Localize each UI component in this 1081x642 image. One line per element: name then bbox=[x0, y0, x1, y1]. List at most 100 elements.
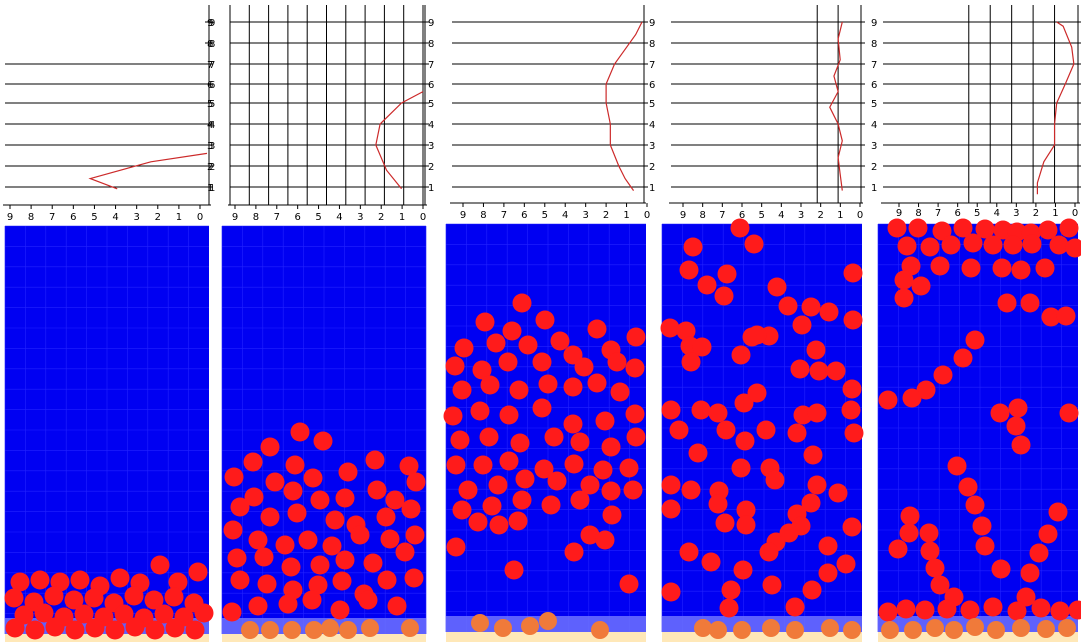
particle bbox=[185, 620, 205, 640]
particle bbox=[762, 575, 782, 595]
y-tick-label: 2 bbox=[871, 162, 877, 173]
particle bbox=[920, 541, 940, 561]
x-tick-label: 2 bbox=[817, 210, 823, 221]
floor-base bbox=[446, 632, 646, 642]
particle bbox=[401, 499, 421, 519]
particle bbox=[801, 493, 821, 513]
particle bbox=[332, 571, 352, 591]
x-tick-label: 8 bbox=[253, 212, 259, 223]
particle bbox=[595, 411, 615, 431]
panel: 1 2 3 4 5 6 7 8 9 9 8 7 6 5 4 3 2 1 0 bbox=[649, 5, 865, 642]
y-tick-label: 5 bbox=[207, 99, 213, 110]
x-tick-label: 9 bbox=[680, 210, 686, 221]
y-tick-label: 8 bbox=[209, 39, 215, 50]
x-tick-label: 1 bbox=[623, 210, 629, 221]
particle bbox=[975, 219, 995, 239]
particle bbox=[932, 221, 952, 241]
particle bbox=[376, 507, 396, 527]
profile-curve bbox=[1036, 21, 1075, 195]
particle bbox=[801, 297, 821, 317]
x-tick-label: 7 bbox=[935, 208, 941, 219]
x-tick-label: 5 bbox=[974, 208, 980, 219]
panel: 1 2 3 4 5 6 7 8 9 9 8 7 6 5 4 3 2 1 0 bbox=[3, 5, 214, 642]
x-tick-label: 1 bbox=[399, 212, 405, 223]
particle bbox=[534, 459, 554, 479]
particle bbox=[836, 554, 856, 574]
particle bbox=[335, 550, 355, 570]
particle bbox=[937, 599, 957, 619]
floor-base bbox=[662, 632, 862, 642]
particle bbox=[489, 515, 509, 535]
profile-curve bbox=[605, 21, 643, 191]
x-tick-label: 6 bbox=[954, 208, 960, 219]
x-tick-label: 4 bbox=[994, 208, 1000, 219]
particle bbox=[475, 312, 495, 332]
particle bbox=[74, 604, 94, 624]
y-tick-label: 2 bbox=[209, 162, 215, 173]
x-tick-label: 6 bbox=[739, 210, 745, 221]
profile-graph: 1 2 3 4 5 6 7 8 9 9 8 7 6 5 4 3 2 1 0 bbox=[3, 5, 213, 223]
particle bbox=[779, 523, 799, 543]
particle bbox=[708, 494, 728, 514]
particle bbox=[488, 475, 508, 495]
fluid-box bbox=[221, 225, 427, 642]
particle bbox=[310, 555, 330, 575]
y-tick-label: 7 bbox=[209, 60, 215, 71]
y-tick-label: 6 bbox=[428, 80, 434, 91]
particle bbox=[445, 356, 465, 376]
y-tick-label: 2 bbox=[207, 162, 213, 173]
x-tick-label: 7 bbox=[274, 212, 280, 223]
x-tick-label: 5 bbox=[542, 210, 548, 221]
y-tick-label: 9 bbox=[649, 18, 655, 29]
particle bbox=[377, 570, 397, 590]
floor-particle bbox=[881, 621, 899, 639]
particle bbox=[230, 497, 250, 517]
particle bbox=[380, 529, 400, 549]
x-tick-label: 0 bbox=[644, 210, 650, 221]
panel: 1 2 3 4 5 6 7 8 9 9 8 7 6 5 4 3 2 1 0 bbox=[871, 5, 1081, 642]
particle bbox=[958, 477, 978, 497]
y-tick-label: 8 bbox=[207, 39, 213, 50]
profile-graph: 1 2 3 4 5 6 7 8 9 9 8 7 6 5 4 3 2 1 0 bbox=[649, 5, 865, 221]
particle bbox=[888, 539, 908, 559]
particle bbox=[125, 617, 145, 637]
y-tick-label: 1 bbox=[649, 183, 655, 194]
particle bbox=[802, 580, 822, 600]
particle bbox=[243, 452, 263, 472]
profile-curve bbox=[88, 152, 208, 190]
particle bbox=[1059, 403, 1079, 423]
floor-particle bbox=[339, 621, 357, 639]
particle bbox=[610, 382, 630, 402]
particle bbox=[512, 293, 532, 313]
particle bbox=[721, 580, 741, 600]
particle bbox=[716, 420, 736, 440]
particle bbox=[1056, 306, 1076, 326]
particle bbox=[625, 404, 645, 424]
panel: 1 2 3 4 5 6 7 8 9 9 8 7 6 5 4 3 2 1 0 bbox=[428, 5, 650, 642]
particle bbox=[452, 500, 472, 520]
particle bbox=[759, 542, 779, 562]
floor-particle bbox=[361, 619, 379, 637]
y-tick-label: 7 bbox=[649, 60, 655, 71]
particle bbox=[168, 572, 188, 592]
particle bbox=[248, 530, 268, 550]
particle bbox=[1041, 307, 1061, 327]
y-tick-label: 6 bbox=[871, 80, 877, 91]
fluid-box bbox=[877, 218, 1081, 642]
particle bbox=[593, 460, 613, 480]
particle bbox=[1007, 601, 1027, 621]
floor-particle bbox=[283, 621, 301, 639]
particle bbox=[1020, 563, 1040, 583]
particle bbox=[843, 310, 863, 330]
particle bbox=[623, 480, 643, 500]
particle bbox=[367, 480, 387, 500]
particle bbox=[452, 380, 472, 400]
particle bbox=[933, 365, 953, 385]
particle bbox=[1029, 543, 1049, 563]
particle bbox=[688, 443, 708, 463]
particle bbox=[285, 455, 305, 475]
y-tick-label: 2 bbox=[649, 162, 655, 173]
particle bbox=[719, 598, 739, 618]
x-tick-label: 6 bbox=[70, 212, 76, 223]
particle bbox=[919, 523, 939, 543]
